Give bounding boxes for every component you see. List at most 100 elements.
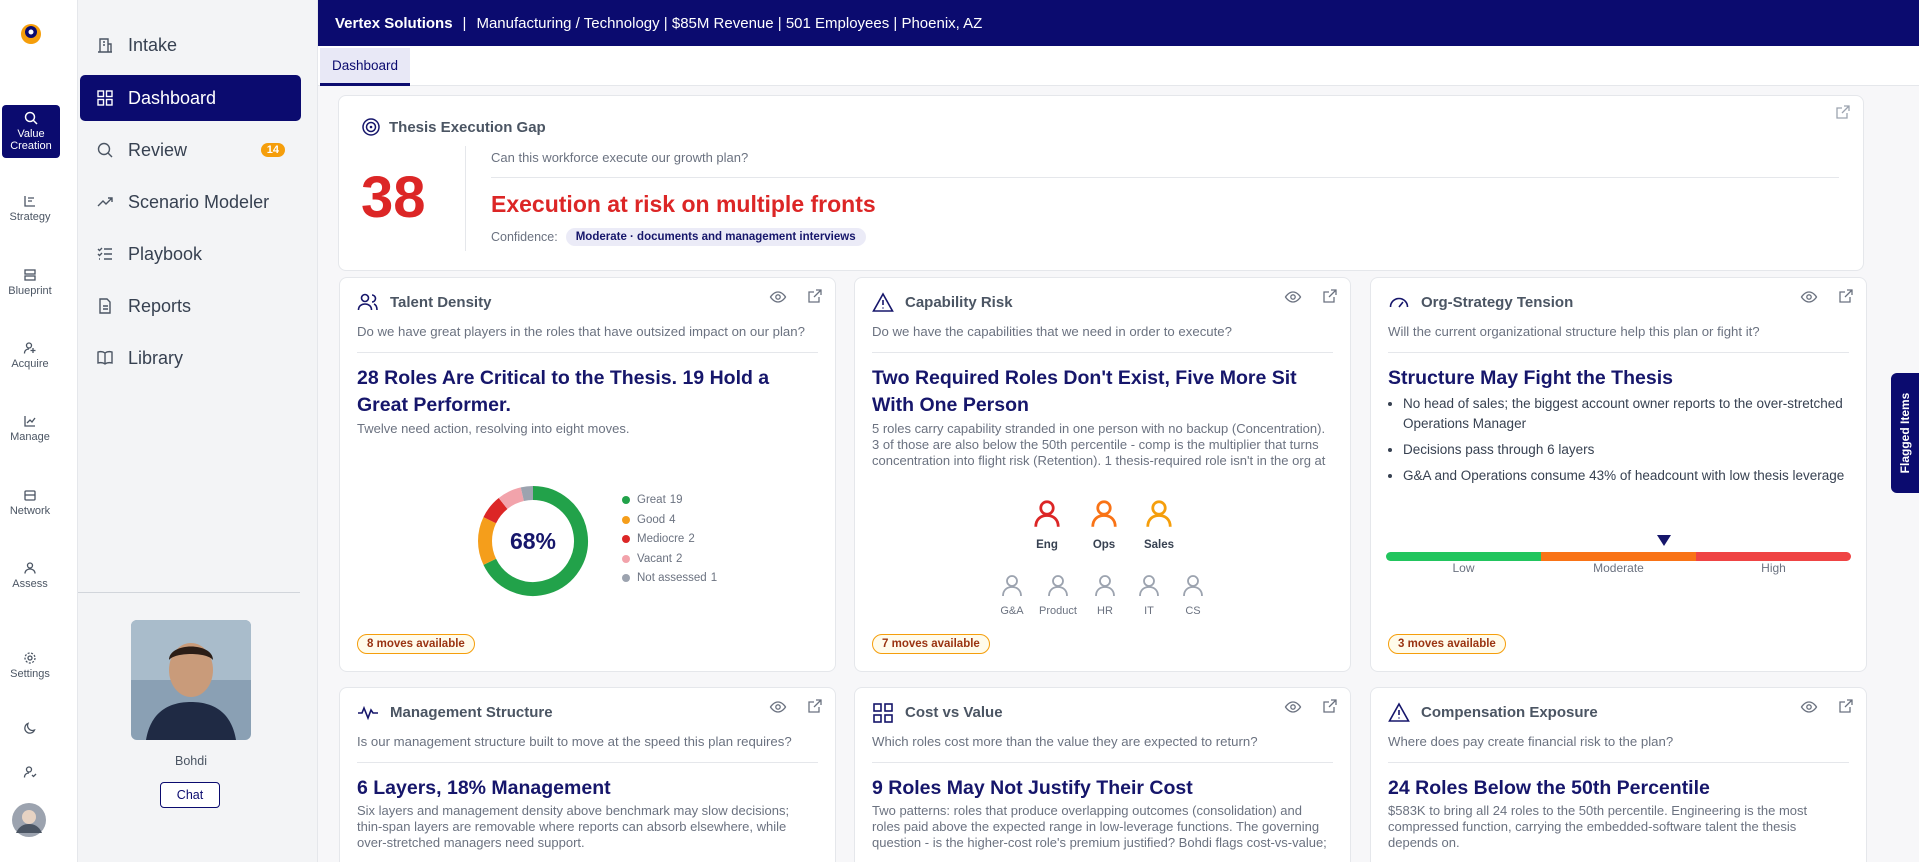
- profile-photo: [131, 620, 251, 740]
- divider: [872, 762, 1333, 763]
- open-icon[interactable]: [1838, 698, 1854, 714]
- tension-marker: [1657, 535, 1671, 546]
- marker-triangle: [1657, 535, 1671, 546]
- bullet: G&A and Operations consume 43% of headco…: [1403, 466, 1846, 486]
- tab[interactable]: Dashboard: [320, 48, 411, 86]
- nav-item[interactable]: Scenario Modeler: [80, 179, 301, 225]
- legend-swatch: [622, 535, 630, 544]
- nav-label: Review: [128, 139, 188, 160]
- rail-item[interactable]: Blueprint: [0, 268, 60, 297]
- card-headline: 6 Layers, 18% Management: [357, 777, 611, 799]
- nav-item[interactable]: Library: [80, 335, 301, 381]
- person-icon: [1002, 575, 1022, 597]
- confidence-row: Confidence: Moderate · documents and man…: [491, 228, 866, 246]
- rail-label: Acquire: [11, 358, 49, 370]
- rail-item[interactable]: Strategy: [0, 194, 60, 223]
- role-label: Product: [1039, 605, 1077, 617]
- bullet-list: No head of sales; the biggest account ow…: [1388, 394, 1846, 492]
- person-icon: [1139, 575, 1159, 597]
- rail-label: Settings: [10, 668, 50, 680]
- card-body: $583K to bring all 24 roles to the 50th …: [1388, 803, 1808, 850]
- user-icon[interactable]: [23, 765, 37, 779]
- open-icon[interactable]: [807, 288, 823, 304]
- person-icon: [1095, 575, 1115, 597]
- person-icon: [1146, 500, 1172, 527]
- rail-item[interactable]: Settings: [0, 651, 60, 680]
- legend-value: 1: [710, 572, 718, 585]
- rail-label: Blueprint: [8, 285, 52, 297]
- rail-item[interactable]: Assess: [0, 561, 60, 590]
- view-icon[interactable]: [1800, 698, 1818, 716]
- flagged-items-tab[interactable]: Flagged Items: [1891, 373, 1919, 493]
- chat-button[interactable]: Chat: [160, 782, 220, 808]
- card-title: Talent Density: [390, 294, 492, 311]
- scale-label: High: [1761, 561, 1786, 575]
- card-title: Capability Risk: [905, 294, 1013, 311]
- separator: |: [462, 14, 467, 32]
- card-question: Where does pay create financial risk to …: [1388, 734, 1674, 749]
- nav-label: Dashboard: [128, 87, 217, 108]
- confidence-pill: Moderate · documents and management inte…: [565, 228, 866, 246]
- card-title: Management Structure: [390, 704, 553, 721]
- open-icon[interactable]: [1838, 288, 1854, 304]
- open-icon[interactable]: [1322, 288, 1338, 304]
- flagged-label: Flagged Items: [1898, 392, 1912, 474]
- rail-label: Manage: [10, 431, 50, 443]
- legend-item: Vacant 2: [622, 553, 682, 565]
- legend-value: 2: [688, 533, 695, 546]
- scale-segment: [1541, 552, 1696, 561]
- insight-card: Capability Risk Do we have the capabiliti…: [854, 277, 1351, 672]
- rail-label: Strategy: [9, 211, 51, 223]
- view-icon[interactable]: [1284, 288, 1302, 306]
- open-icon[interactable]: [1322, 698, 1338, 714]
- card-question: Which roles cost more than the value the…: [872, 734, 1258, 749]
- role-label: CS: [1185, 605, 1201, 617]
- view-icon[interactable]: [1284, 698, 1302, 716]
- nav-item[interactable]: Dashboard: [80, 75, 301, 121]
- role-label: HR: [1097, 605, 1113, 617]
- view-icon[interactable]: [1800, 288, 1818, 306]
- thesis-question: Can this workforce execute our growth pl…: [491, 150, 749, 165]
- top-bar: Vertex Solutions | Manufacturing / Techn…: [318, 0, 1919, 46]
- nav-label: Playbook: [128, 243, 203, 264]
- view-icon[interactable]: [769, 288, 787, 306]
- legend-label: Vacant: [637, 552, 672, 565]
- legend-item: Mediocre 2: [622, 533, 695, 545]
- view-icon[interactable]: [769, 698, 787, 716]
- scale-label: Moderate: [1593, 561, 1644, 575]
- nav-item[interactable]: Intake: [80, 22, 301, 68]
- rail-item[interactable]: Value Creation: [2, 105, 60, 158]
- scale-label: Low: [1452, 561, 1475, 575]
- divider: [872, 352, 1333, 353]
- card-icon: [358, 705, 378, 721]
- divider: [357, 762, 818, 763]
- donut-center-label: 68%: [510, 528, 556, 554]
- donut-segment: [478, 517, 497, 565]
- card-body: 5 roles carry capability stranded in one…: [872, 421, 1326, 471]
- rail-item[interactable]: Acquire: [0, 341, 60, 370]
- donut-chart: 68%: [478, 486, 588, 596]
- target-icon: [362, 118, 380, 136]
- nav-label: Scenario Modeler: [128, 191, 270, 212]
- role-label: IT: [1144, 605, 1154, 617]
- scale-segment: [1386, 552, 1541, 561]
- nav-item[interactable]: Review 14: [80, 127, 301, 173]
- dark-mode-icon[interactable]: [23, 721, 37, 735]
- rail-item[interactable]: Network: [0, 488, 60, 517]
- nav-label: Reports: [128, 295, 192, 316]
- legend-label: Mediocre: [637, 533, 685, 546]
- moves-pill[interactable]: 7 moves available: [872, 634, 990, 654]
- person-icon: [1034, 500, 1060, 527]
- card-body: Two patterns: roles that produce overlap…: [872, 803, 1327, 853]
- moves-pill[interactable]: 8 moves available: [357, 634, 475, 654]
- moves-pill[interactable]: 3 moves available: [1388, 634, 1506, 654]
- nav-item[interactable]: Playbook: [80, 231, 301, 277]
- open-icon[interactable]: [1835, 104, 1851, 120]
- card-icon: [872, 292, 894, 312]
- open-icon[interactable]: [807, 698, 823, 714]
- user-avatar[interactable]: [12, 803, 46, 837]
- rail-item[interactable]: Manage: [0, 414, 60, 443]
- company-details: Manufacturing / Technology | $85M Revenu…: [476, 14, 983, 32]
- nav-item[interactable]: Reports: [80, 283, 301, 329]
